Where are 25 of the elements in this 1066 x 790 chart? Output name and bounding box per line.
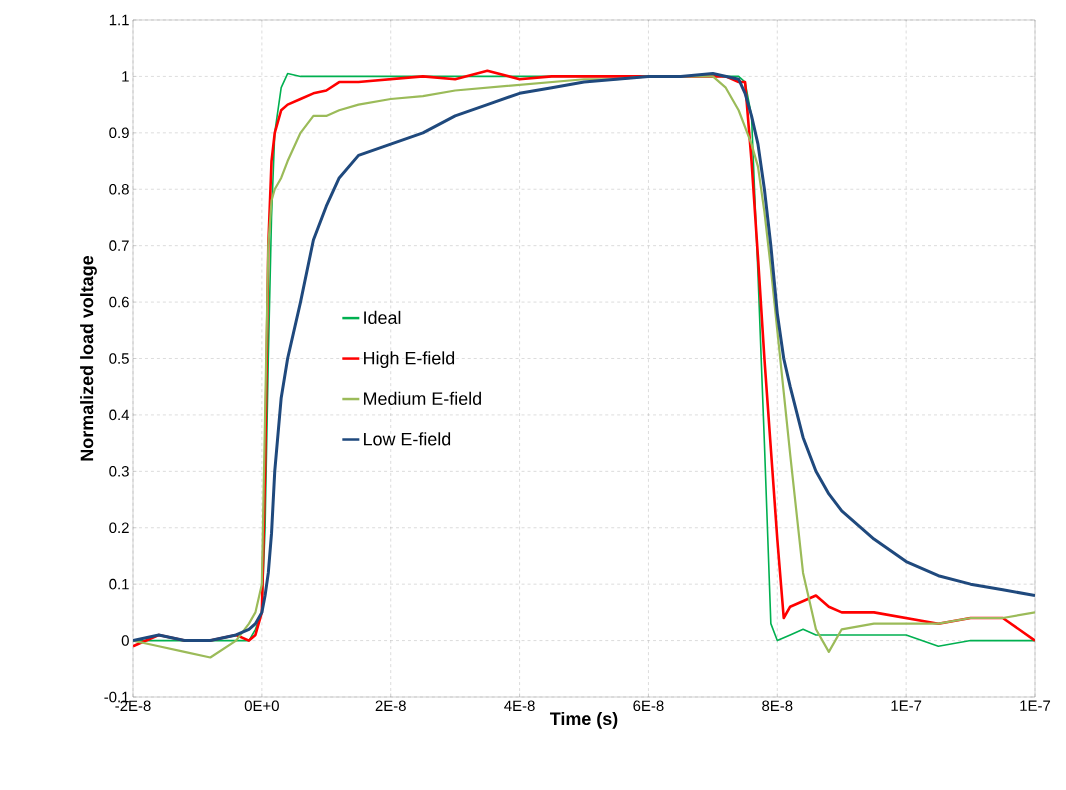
x-tick-label: 8E-8 (762, 700, 793, 712)
y-tick-label: 0.5 (109, 353, 129, 364)
x-tick-label: 4E-8 (504, 700, 535, 712)
y-tick-label: 0.7 (109, 240, 129, 251)
y-tick-label: 0 (121, 635, 129, 646)
y-tick-label: 0.1 (109, 578, 129, 590)
legend-label: High E-field (364, 351, 455, 369)
y-tick-label: 0.9 (109, 127, 129, 139)
y-tick-label: 0.4 (109, 409, 130, 421)
x-tick-label: 2E-8 (375, 700, 406, 712)
x-tick-label: 6E-8 (633, 700, 664, 712)
y-tick-label: 1.1 (109, 14, 129, 26)
x-tick-label: 1E-7 (1020, 700, 1051, 711)
y-axis-title: Normalized load voltage (80, 255, 97, 461)
legend-label: Low E-field (364, 432, 451, 446)
y-tick-label: 1 (122, 71, 129, 82)
x-tick-label: 1E-7 (891, 700, 922, 711)
y-tick-label: 0.6 (109, 296, 129, 308)
y-tick-label: 0.2 (109, 522, 129, 534)
y-tick-label: 0.8 (109, 183, 129, 195)
legend-label: Ideal (364, 310, 401, 325)
legend-label: Medium E-field (364, 391, 481, 405)
x-axis-title: Time (s) (549, 711, 618, 729)
x-tick-label: 0E+0 (244, 700, 279, 712)
y-tick-label: 0.3 (109, 466, 129, 477)
